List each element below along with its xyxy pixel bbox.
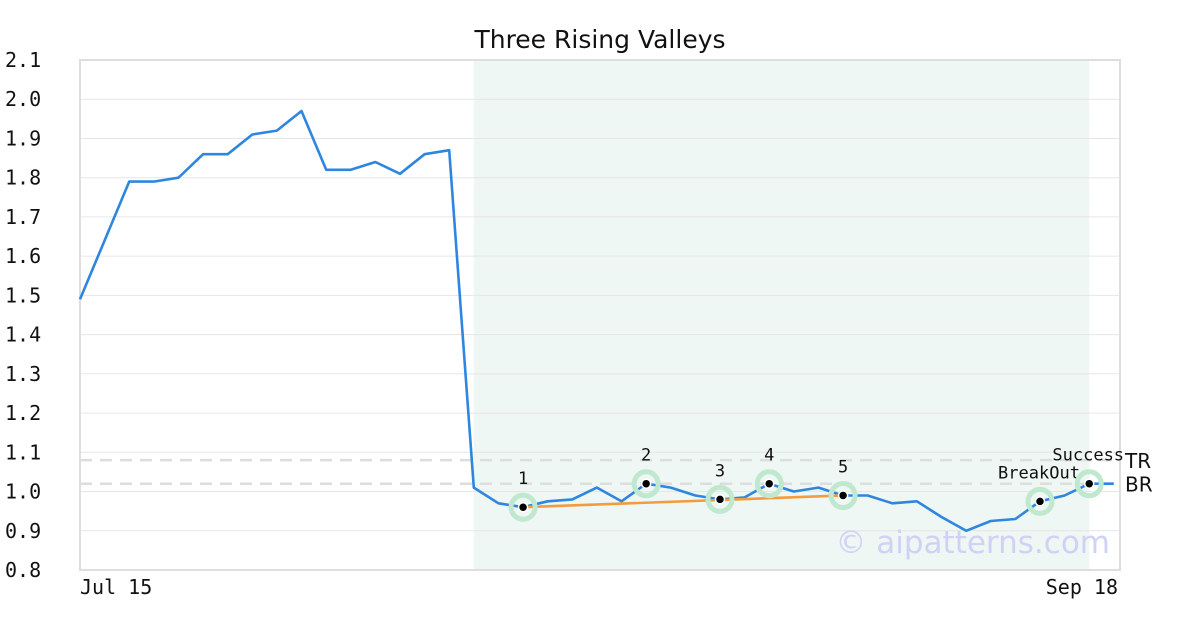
point-marker — [763, 478, 775, 489]
y-tick-label: 1.7 — [5, 205, 41, 229]
y-tick-label: 0.8 — [5, 558, 41, 582]
pattern-point-2: 2 — [631, 446, 661, 499]
point-halo — [754, 469, 784, 499]
pattern-point-success: Success — [1052, 446, 1124, 499]
point-halo — [508, 492, 538, 522]
pattern-point-4: 4 — [754, 446, 784, 499]
plot-border — [79, 59, 1121, 571]
watermark: © aipatterns.com — [835, 525, 1110, 561]
point-halo — [1074, 469, 1104, 499]
y-tick-label: 1.9 — [5, 126, 41, 150]
pattern-highlight-band — [473, 60, 1090, 570]
level-label-tr: TR — [1124, 449, 1151, 473]
y-tick-label: 1.3 — [5, 362, 41, 386]
point-marker — [517, 501, 529, 513]
x-label-end: Sep 18 — [1046, 575, 1118, 599]
point-label: 5 — [838, 457, 848, 477]
pattern-point-5: 5 — [828, 457, 858, 510]
y-tick-label: 0.9 — [5, 519, 41, 543]
plot-area: 0.8 0.9 1.0 1.1 1.2 1.3 1.4 1.5 1.6 1.7 1.8 1.9 2.0 2… — [5, 48, 1153, 599]
price-line — [78, 109, 1114, 533]
point-halo — [1025, 486, 1055, 516]
y-tick-label: 1.1 — [5, 440, 41, 464]
point-label: BreakOut — [998, 463, 1080, 483]
point-marker — [1034, 496, 1046, 507]
point-label: 1 — [518, 469, 528, 489]
y-tick-label: 1.5 — [5, 283, 41, 307]
y-tick-label: 1.4 — [5, 323, 41, 347]
y-tick-label: 1.8 — [5, 166, 41, 190]
y-tick-label: 1.0 — [5, 480, 41, 504]
pattern-point-3: 3 — [705, 461, 735, 514]
point-label: Success — [1052, 446, 1124, 466]
y-tick-label: 1.2 — [5, 401, 41, 425]
y-tick-label: 1.6 — [5, 244, 41, 268]
point-halo — [705, 484, 735, 514]
point-halo — [828, 480, 858, 510]
y-tick-label: 2.1 — [5, 48, 41, 72]
point-label: 4 — [764, 446, 774, 466]
level-label-br: BR — [1125, 473, 1153, 497]
valley-trendline — [523, 494, 844, 509]
x-label-start: Jul 15 — [80, 575, 152, 599]
point-label: 2 — [641, 446, 651, 466]
y-tick-label: 2.0 — [5, 87, 41, 111]
point-marker — [1083, 478, 1095, 489]
point-halo — [631, 469, 661, 499]
chart-title: Three Rising Valleys — [473, 25, 725, 54]
point-marker — [640, 478, 652, 489]
point-marker — [837, 490, 849, 501]
pattern-point-1: 1 — [508, 469, 538, 522]
point-marker — [714, 494, 726, 505]
point-label: 3 — [715, 461, 725, 481]
pattern-point-breakout: BreakOut — [998, 463, 1080, 516]
